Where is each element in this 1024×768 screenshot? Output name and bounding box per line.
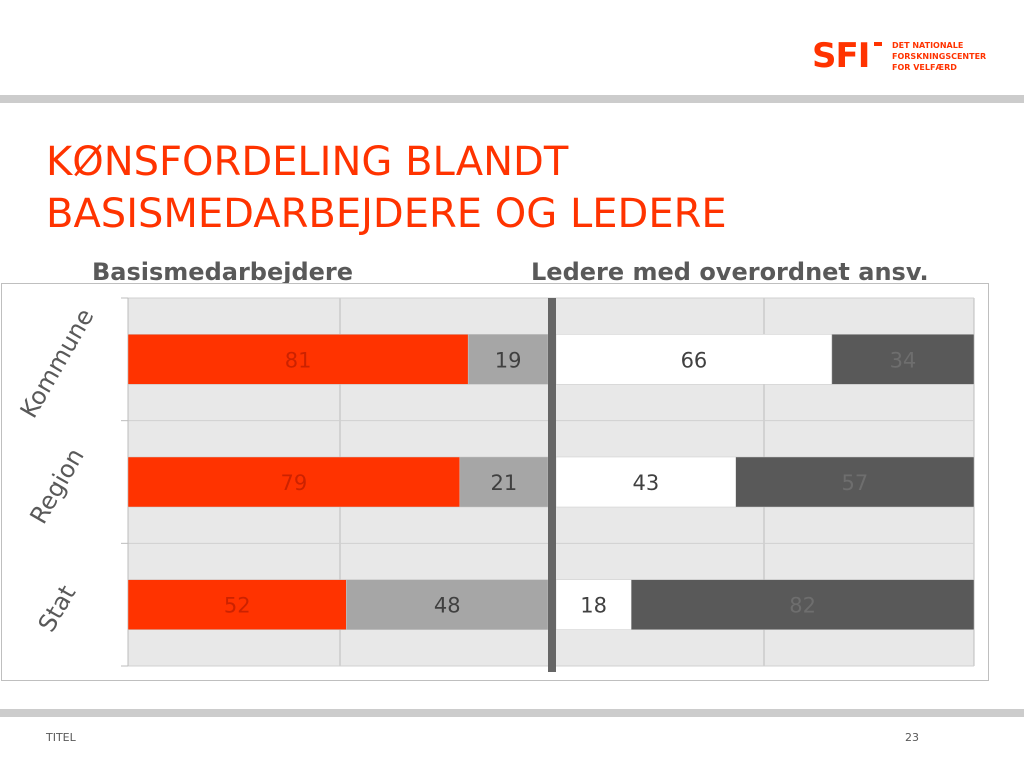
stacked-bar-chart: 81 19 79 21 52 48 66 34 43 57 18 82 Kommune Region Sta… bbox=[15, 297, 975, 672]
data-label: 19 bbox=[495, 348, 522, 372]
bar-segment bbox=[459, 456, 549, 508]
bar-segment bbox=[127, 579, 347, 630]
slide-title-line-2: BASISMEDARBEJDERE OG LEDERE bbox=[46, 191, 727, 237]
sfi-logo: SFI DET NATIONALE FORSKNINGSCENTER FOR V… bbox=[812, 36, 1002, 76]
data-label: 34 bbox=[890, 348, 917, 372]
data-label: 48 bbox=[434, 594, 461, 618]
slide-title-line-1: KØNSFORDELING BLANDT bbox=[46, 139, 569, 185]
category-label: Stat bbox=[33, 581, 82, 637]
logo-line-1: DET NATIONALE bbox=[892, 41, 964, 50]
bar-segment bbox=[127, 334, 469, 385]
bar-segment bbox=[555, 456, 736, 508]
bar-segment bbox=[127, 456, 461, 508]
bar-segment bbox=[831, 334, 975, 385]
footer-title: TITEL bbox=[46, 731, 76, 744]
logo-line-3: FOR VELFÆRD bbox=[892, 63, 957, 72]
data-label: 18 bbox=[580, 594, 607, 618]
panel-title-basismedarbejdere: Basismedarbejdere bbox=[92, 258, 354, 286]
panel-divider bbox=[548, 298, 556, 672]
data-label: 43 bbox=[633, 471, 660, 495]
data-label: 81 bbox=[285, 348, 312, 372]
data-label: 21 bbox=[491, 471, 518, 495]
panel-title-ledere: Ledere med overordnet ansv. bbox=[531, 258, 929, 286]
bar-segment bbox=[467, 334, 549, 385]
logo-text: DET NATIONALE FORSKNINGSCENTER FOR VELFÆ… bbox=[892, 40, 986, 73]
data-label: 66 bbox=[681, 348, 708, 372]
logo-line-2: FORSKNINGSCENTER bbox=[892, 52, 987, 61]
data-label: 82 bbox=[789, 594, 816, 618]
bar-segment bbox=[735, 456, 975, 508]
bar-segment bbox=[555, 334, 833, 385]
logo-dash bbox=[874, 42, 882, 46]
bottom-band bbox=[0, 709, 1024, 717]
logo-mark: SFI bbox=[812, 36, 870, 76]
data-label: 52 bbox=[224, 594, 251, 618]
bar-segment bbox=[630, 579, 975, 630]
page-number: 23 bbox=[905, 731, 919, 744]
data-label: 57 bbox=[842, 471, 869, 495]
data-label: 79 bbox=[281, 471, 308, 495]
slide-title: KØNSFORDELING BLANDT BASISMEDARBEJDERE O… bbox=[46, 136, 1006, 240]
bar-segment bbox=[346, 579, 549, 630]
category-label: Region bbox=[24, 443, 89, 528]
chart-frame: 81 19 79 21 52 48 66 34 43 57 18 82 Kommune Region Sta… bbox=[1, 283, 989, 681]
top-band bbox=[0, 95, 1024, 103]
bar-segment bbox=[555, 579, 632, 630]
category-label: Kommune bbox=[15, 304, 100, 423]
